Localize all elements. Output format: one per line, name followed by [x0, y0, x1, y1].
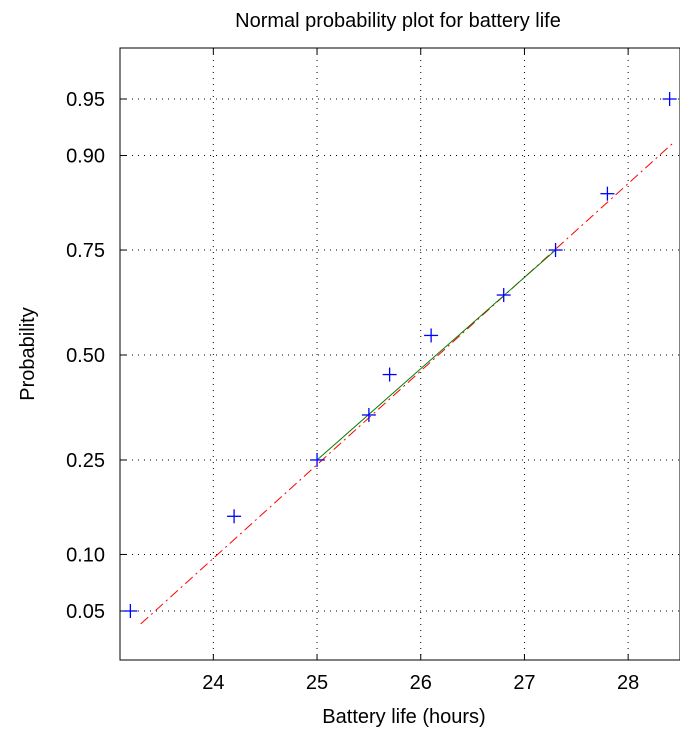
y-tick-label: 0.95 — [66, 89, 105, 111]
data-point-marker — [496, 288, 511, 303]
y-tick-label: 0.75 — [66, 240, 105, 262]
plot-area — [119, 47, 680, 661]
x-tick-label: 26 — [410, 672, 432, 694]
y-tick-label: 0.25 — [66, 450, 105, 472]
data-point-marker — [662, 92, 677, 107]
x-tick-label: 25 — [306, 672, 328, 694]
data-point-marker — [310, 452, 325, 467]
data-point-marker — [227, 509, 242, 524]
data-points — [123, 92, 677, 618]
data-point-marker — [123, 603, 138, 618]
y-tick-label: 0.05 — [66, 601, 105, 623]
data-point-marker — [382, 367, 397, 382]
x-axis-label: Battery life (hours) — [322, 706, 485, 728]
quartile-fit-line — [316, 249, 556, 461]
reference-lines — [140, 141, 676, 625]
y-axis-label: Probability — [17, 307, 39, 400]
y-axis: 0.05 0.10 0.25 0.50 0.75 0.90 0.95 — [66, 89, 126, 623]
y-tick-label: 0.50 — [66, 345, 105, 367]
data-point-marker — [600, 186, 615, 201]
data-point-marker — [361, 407, 376, 422]
data-point-marker — [424, 328, 439, 343]
extended-fit-line — [140, 141, 676, 625]
y-tick-label: 0.10 — [66, 544, 105, 566]
x-tick-label: 24 — [202, 672, 224, 694]
data-point-marker — [548, 243, 563, 258]
x-axis: 24 25 26 27 28 — [202, 48, 639, 694]
y-tick-label: 0.90 — [66, 146, 105, 168]
grid-layer — [120, 48, 680, 660]
chart-title: Normal probability plot for battery life — [235, 10, 561, 32]
x-tick-label: 27 — [513, 672, 535, 694]
x-tick-label: 28 — [617, 672, 639, 694]
